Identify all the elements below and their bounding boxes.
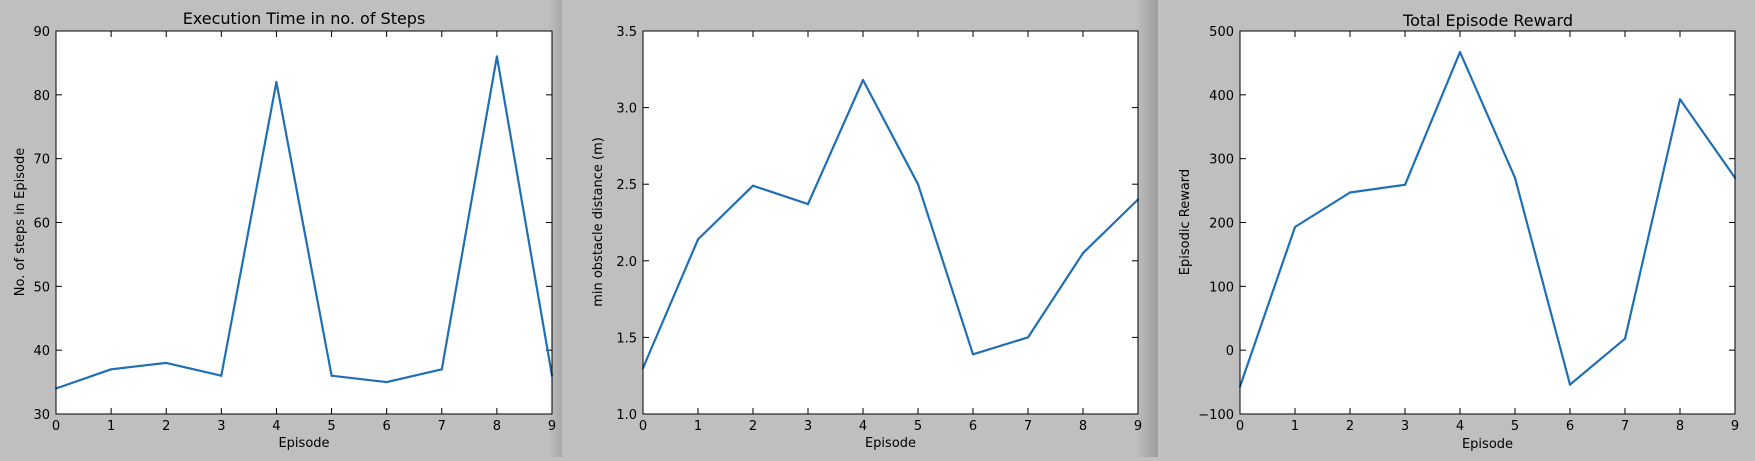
x-tick-label: 7 [438, 419, 446, 434]
data-point [861, 78, 865, 82]
x-tick-label: 5 [327, 419, 335, 434]
chart-title: Execution Time in no. of Steps [183, 9, 426, 28]
chart-panel-steps: Execution Time in no. of Steps Episode No.… [0, 0, 562, 457]
x-tick-label: 1 [107, 419, 115, 434]
y-tick-label: 70 [33, 153, 50, 168]
x-axis-label: Episode [1462, 437, 1513, 452]
series-line-reward [1238, 50, 1736, 387]
x-tick-label: 6 [383, 419, 391, 434]
x-tick-label: 2 [162, 419, 170, 434]
x-tick-label: 7 [1024, 419, 1032, 434]
data-point [1403, 183, 1407, 186]
y-tick-label: 3.0 [616, 102, 637, 117]
y-tick-label: 1.5 [616, 331, 637, 346]
x-tick-label: 3 [1401, 419, 1409, 434]
y-tick-label: 2.0 [616, 255, 637, 270]
y-tick-label: 80 [33, 89, 50, 104]
chart-panel-reward: Total Episode Reward Episode Episodic Rewa… [1158, 0, 1755, 457]
x-tick-label: 2 [749, 419, 757, 434]
data-point [440, 368, 443, 371]
data-point [1678, 98, 1682, 101]
x-axis-label: Episode [278, 436, 329, 451]
x-axis-label: Episode [865, 436, 916, 451]
x-tick-label: 0 [52, 419, 60, 434]
data-point [1026, 336, 1030, 339]
y-tick-label: 90 [33, 25, 50, 40]
chart-title: Total Episode Reward [1402, 11, 1573, 30]
y-tick-label: 40 [33, 344, 50, 359]
chart-panel-obstacle-distance: Episode min obstacle distance (m) 0 1 2 3 4 5 6 7… [562, 0, 1158, 457]
x-tick-label: 6 [1566, 419, 1574, 434]
series-line-steps [55, 55, 554, 390]
data-point [1513, 176, 1517, 179]
y-tick-label: 50 [33, 280, 50, 295]
data-point [1293, 225, 1297, 229]
chart-obstacle-distance-svg: Episode min obstacle distance (m) 0 1 2 3 4 5 6 7… [591, 25, 1142, 451]
x-tick-label: 3 [217, 419, 225, 434]
x-tick-label: 3 [804, 419, 812, 434]
data-point [110, 368, 113, 371]
x-tick-label: 9 [1731, 419, 1739, 434]
y-axis-label: No. of steps in Episode [13, 148, 28, 296]
data-point [696, 238, 700, 241]
data-point [916, 183, 920, 186]
x-tick-label: 1 [694, 419, 702, 434]
y-tick-label: 100 [1209, 280, 1234, 295]
data-point [971, 353, 975, 356]
plot-area [56, 31, 552, 414]
series-line-obstacle-distance [641, 78, 1139, 369]
chart-reward-svg: Total Episode Reward Episode Episodic Rewa… [1178, 11, 1739, 452]
data-point [1458, 50, 1462, 54]
data-point [165, 361, 168, 365]
plot-frame [642, 30, 1139, 415]
plot-frame [1239, 30, 1736, 415]
x-tick-label: 5 [914, 419, 922, 434]
data-point [1081, 252, 1085, 255]
data-point [1348, 191, 1352, 194]
data-point [495, 55, 498, 58]
y-tick-label: 60 [33, 217, 50, 232]
y-axis-label: Episodic Reward [1178, 169, 1193, 275]
x-tick-label: 2 [1346, 419, 1354, 434]
y-tick-label: −100 [1198, 408, 1234, 423]
y-tick-label: 400 [1209, 89, 1234, 104]
x-tick-label: 4 [859, 419, 867, 434]
data-point [1623, 337, 1627, 340]
x-tick-label: 8 [493, 419, 501, 434]
data-point [751, 184, 755, 187]
x-tick-label: 7 [1621, 419, 1629, 434]
data-point [385, 380, 388, 384]
plot-frame [55, 30, 553, 415]
x-tick-label: 6 [969, 419, 977, 434]
x-tick-label: 4 [1456, 419, 1464, 434]
y-axis-label: min obstacle distance (m) [591, 137, 606, 307]
y-tick-label: 300 [1209, 153, 1234, 168]
y-tick-label: 30 [33, 408, 50, 423]
x-tick-label: 1 [1291, 419, 1299, 434]
x-tick-label: 8 [1676, 419, 1684, 434]
data-point [220, 374, 223, 377]
data-point [806, 203, 810, 206]
y-tick-label: 3.5 [616, 25, 637, 40]
plot-area [643, 31, 1138, 414]
y-tick-label: 2.5 [616, 178, 637, 193]
plot-area [1240, 31, 1735, 414]
data-point [330, 374, 333, 377]
data-point [275, 80, 278, 84]
x-tick-label: 9 [1134, 419, 1142, 434]
x-tick-label: 0 [1236, 419, 1244, 434]
data-point [1568, 383, 1572, 386]
x-tick-label: 8 [1079, 419, 1087, 434]
y-tick-label: 1.0 [616, 408, 637, 423]
x-tick-label: 5 [1511, 419, 1519, 434]
x-tick-label: 4 [272, 419, 280, 434]
x-tick-label: 9 [548, 419, 556, 434]
y-tick-label: 500 [1209, 25, 1234, 40]
x-tick-label: 0 [639, 419, 647, 434]
y-tick-label: 200 [1209, 217, 1234, 232]
y-tick-label: 0 [1226, 344, 1234, 359]
chart-steps-svg: Execution Time in no. of Steps Episode No.… [13, 9, 556, 451]
